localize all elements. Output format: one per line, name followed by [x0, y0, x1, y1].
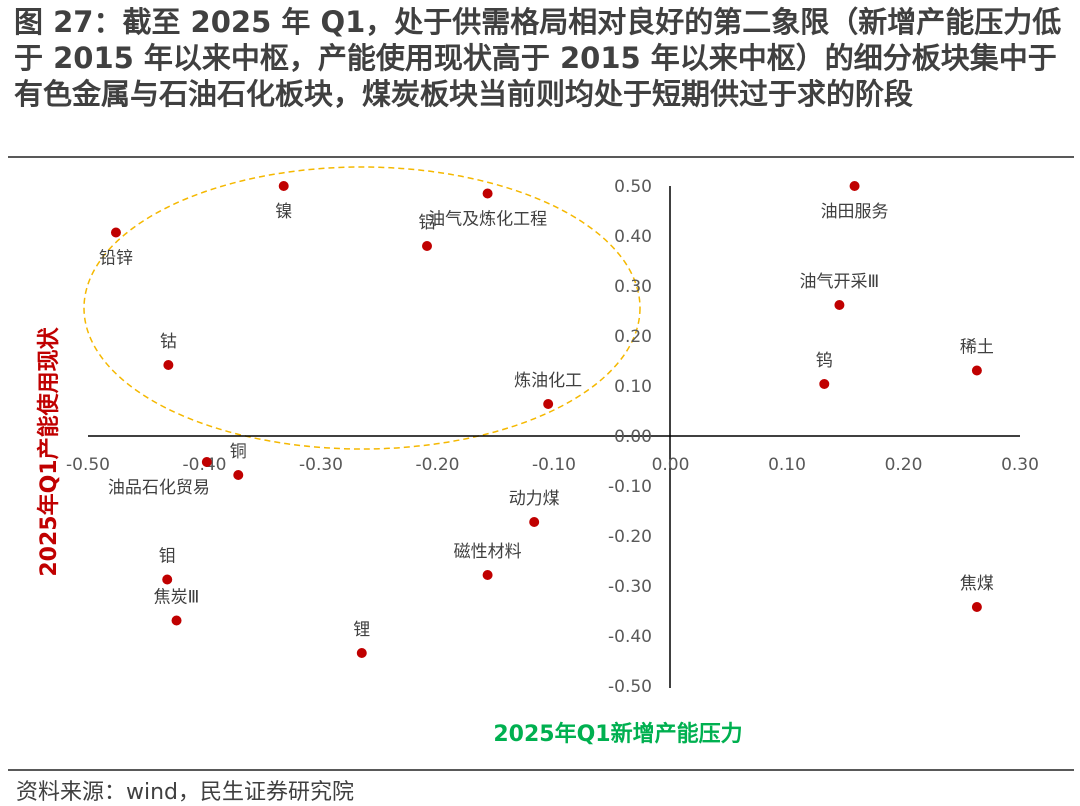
footer-divider	[8, 769, 1074, 771]
data-point-label: 镍	[275, 202, 292, 222]
y-tick-label: 0.20	[614, 327, 652, 347]
data-point	[971, 365, 982, 376]
x-tick-label: 0.20	[885, 455, 923, 475]
data-point	[422, 241, 433, 251]
data-point	[971, 602, 982, 612]
y-tick-label: 0.40	[614, 227, 652, 247]
data-point	[482, 570, 493, 580]
y-tick-label: 0.30	[614, 277, 652, 297]
quadrant-highlight-ellipse	[83, 166, 641, 450]
data-point	[834, 300, 845, 310]
data-point-label: 磁性材料	[454, 542, 522, 562]
data-point	[162, 574, 173, 585]
data-point-label: 铅锌	[99, 249, 133, 269]
data-point-label: 炼油化工	[514, 371, 582, 391]
y-tick-label: 0.10	[614, 377, 652, 397]
data-point-label: 铜	[230, 442, 247, 462]
data-point	[543, 399, 554, 409]
data-point-label: 钼	[159, 547, 176, 567]
y-tick-label: 0.00	[614, 427, 652, 447]
source-note: 资料来源：wind，民生证券研究院	[16, 780, 355, 805]
data-point	[110, 227, 121, 238]
data-point	[529, 517, 540, 527]
data-point-label: 油品石化贸易	[108, 478, 210, 498]
data-point	[482, 188, 493, 199]
x-tick-label: -0.30	[299, 455, 343, 475]
x-tick-label: -0.50	[66, 455, 110, 475]
data-point-label: 油气开采Ⅲ	[800, 272, 880, 292]
data-point	[819, 379, 830, 389]
data-point	[278, 181, 289, 191]
y-tick-label: -0.40	[608, 627, 652, 647]
x-tick-label: -0.10	[532, 455, 576, 475]
x-tick-label: 0.10	[768, 455, 806, 475]
data-point-label: 铝	[419, 213, 436, 233]
data-point-label: 油气及炼化工程	[428, 210, 547, 230]
data-point-label: 焦炭Ⅲ	[154, 588, 200, 608]
data-point-label: 焦煤	[960, 574, 994, 594]
data-point-label: 油田服务	[821, 202, 889, 222]
x-axis-label: 2025年Q1新增产能压力	[493, 721, 742, 747]
data-point-label: 钴	[160, 332, 177, 352]
data-point	[849, 181, 860, 191]
y-tick-label: -0.10	[608, 477, 652, 497]
data-point	[233, 470, 244, 480]
data-point	[356, 648, 367, 658]
x-tick-label: 0.30	[1001, 455, 1039, 475]
data-point-label: 钨	[816, 351, 833, 371]
chart-title: 图 27：截至 2025 年 Q1，处于供需格局相对良好的第二象限（新增产能压力…	[14, 5, 1062, 111]
data-point	[171, 615, 182, 626]
data-point-label: 动力煤	[509, 489, 560, 509]
y-tick-label: -0.50	[608, 677, 652, 697]
y-tick-label: 0.50	[614, 177, 652, 197]
y-axis-label: 2025年Q1产能使用现状	[36, 326, 62, 576]
data-point	[163, 360, 174, 370]
y-tick-label: -0.20	[608, 527, 652, 547]
data-point	[201, 457, 212, 467]
x-tick-label: 0.00	[652, 455, 690, 475]
x-tick-label: -0.20	[416, 455, 460, 475]
data-point-label: 锂	[353, 620, 370, 640]
data-point-label: 稀土	[960, 338, 994, 358]
title-divider	[8, 156, 1074, 158]
y-tick-label: -0.30	[608, 577, 652, 597]
